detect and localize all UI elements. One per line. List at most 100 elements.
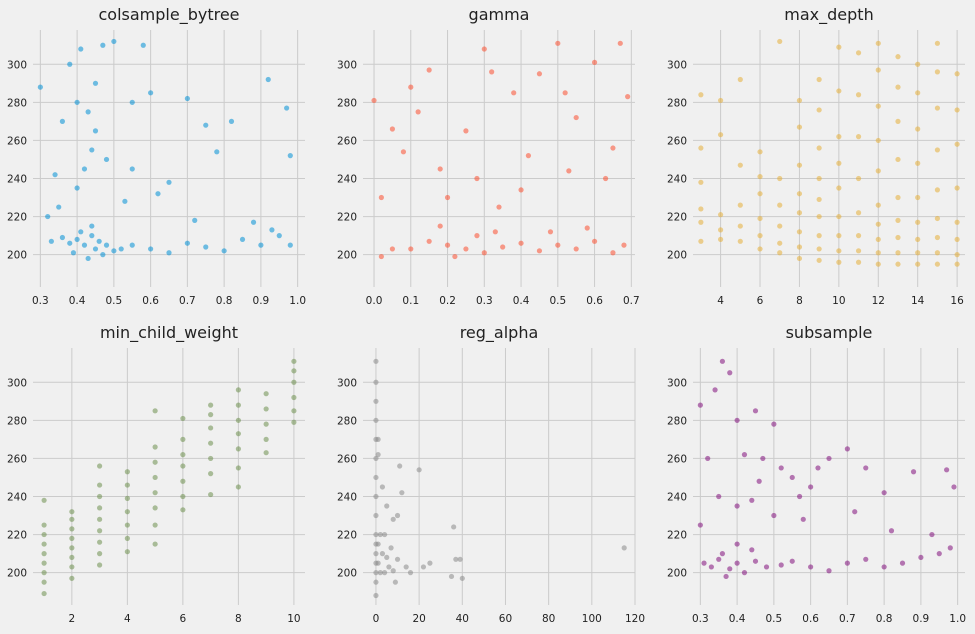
data-point (855, 233, 862, 239)
data-point (863, 556, 869, 562)
x-tick-label: 0.6 (586, 295, 603, 307)
data-point (81, 166, 88, 172)
data-point (92, 128, 99, 134)
data-point (934, 105, 941, 111)
y-tick-label: 300 (7, 59, 27, 71)
y-tick-label: 300 (667, 59, 687, 71)
data-point (103, 156, 110, 163)
data-point (453, 556, 459, 562)
data-point (610, 145, 616, 151)
data-point (152, 541, 158, 547)
data-point (291, 379, 297, 385)
data-point (373, 474, 379, 481)
data-point (184, 240, 190, 246)
x-tick-label: 0.3 (476, 295, 493, 307)
data-point (789, 474, 795, 481)
data-point (180, 452, 186, 458)
data-point (756, 478, 762, 484)
data-point (771, 512, 777, 519)
data-point (481, 250, 487, 256)
data-point (895, 250, 901, 256)
data-point (74, 236, 80, 243)
data-point (152, 490, 158, 496)
x-tick-label: 100 (582, 613, 602, 625)
y-tick-label: 240 (7, 173, 27, 185)
data-point (152, 522, 158, 528)
data-point (399, 490, 405, 496)
data-point (373, 512, 379, 519)
data-point (777, 202, 783, 208)
data-point (152, 505, 158, 511)
data-point (415, 109, 421, 115)
data-point (373, 531, 379, 538)
data-point (708, 564, 714, 570)
y-tick-label: 300 (337, 59, 357, 71)
data-point (701, 560, 707, 566)
data-point (815, 465, 821, 471)
y-tick-label: 260 (667, 135, 687, 147)
data-point (69, 535, 75, 541)
data-point (875, 67, 881, 73)
x-tick-label: 0.8 (876, 613, 893, 625)
x-tick-label: 2 (69, 613, 76, 625)
y-tick-label: 200 (7, 250, 27, 262)
subplot-subsample: subsample 0.3 0.4 0.5 0.6 0.7 0.8 0.9 1.0 200 220 2… (667, 323, 966, 625)
data-point (389, 246, 396, 252)
data-point (69, 545, 75, 551)
data-point (379, 484, 386, 490)
data-point (384, 503, 390, 509)
data-point (918, 554, 924, 561)
data-point (591, 59, 598, 65)
y-tick-label: 260 (667, 453, 687, 465)
data-point (875, 168, 881, 174)
data-point (752, 558, 759, 564)
data-point (719, 358, 726, 364)
data-point (737, 202, 743, 208)
y-tick-label: 240 (337, 491, 357, 503)
data-point (474, 175, 480, 182)
data-point (124, 469, 130, 475)
data-point (934, 147, 941, 153)
data-point (124, 549, 130, 555)
x-tick-label: 0.0 (366, 295, 383, 307)
data-point (826, 455, 832, 462)
data-point (816, 107, 822, 113)
data-point (757, 233, 763, 239)
data-point (789, 558, 795, 564)
data-point (954, 71, 960, 77)
data-point (180, 436, 186, 442)
data-point (291, 358, 297, 364)
data-point (89, 223, 95, 229)
y-tick-label: 280 (667, 97, 687, 109)
data-point (555, 40, 561, 46)
data-point (52, 172, 58, 178)
data-point (408, 246, 414, 252)
x-tick-label: 0.5 (549, 295, 566, 307)
x-tick-label: 0.9 (913, 613, 930, 625)
y-tick-label: 220 (667, 530, 687, 542)
data-point (741, 452, 748, 458)
y-tick-label: 240 (667, 491, 687, 503)
data-point (408, 84, 414, 90)
data-point (796, 97, 803, 104)
data-point (235, 446, 241, 452)
data-point (41, 522, 47, 528)
data-point (737, 76, 743, 83)
subplot-gamma: gamma 0.0 0.1 0.2 0.3 0.4 0.5 0.6 0.7 200 220 240 26… (337, 5, 640, 307)
data-point (518, 187, 524, 193)
data-point (426, 238, 432, 244)
data-point (100, 252, 106, 258)
x-tick-label: 16 (950, 295, 964, 307)
data-point (180, 507, 186, 513)
data-point (836, 233, 842, 239)
y-tick-label: 300 (667, 377, 687, 389)
x-tick-label: 0.6 (802, 613, 819, 625)
data-point (263, 406, 269, 412)
data-point (265, 76, 271, 83)
data-point (373, 358, 379, 364)
subplot-title: min_child_weight (100, 323, 238, 343)
data-point (895, 234, 901, 241)
data-point (381, 570, 388, 576)
data-point (377, 531, 383, 538)
data-point (457, 556, 463, 562)
